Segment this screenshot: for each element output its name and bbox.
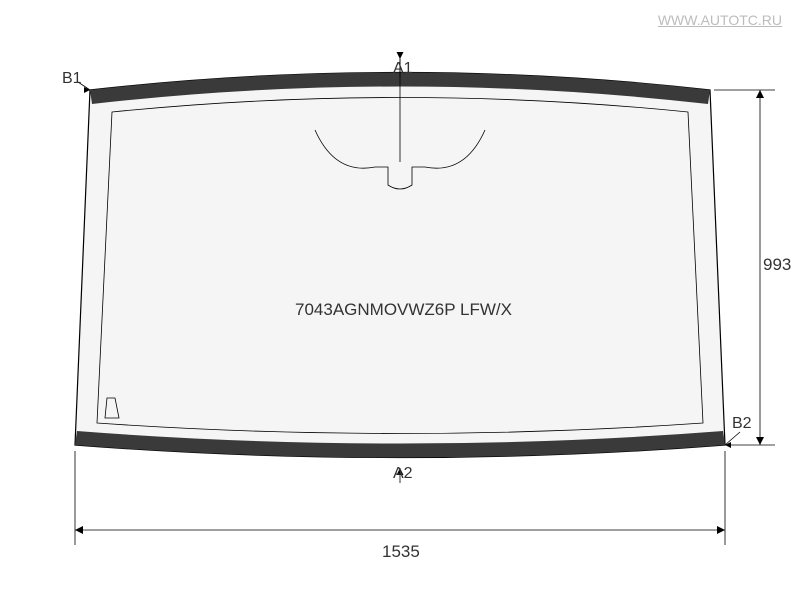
dim-width: 1535 [382, 542, 420, 562]
label-B1: B1 [62, 70, 82, 88]
dim-height: 993 [763, 255, 791, 275]
label-B2: B2 [732, 415, 752, 433]
label-A2: A2 [393, 465, 413, 483]
diagram-container: AutoTC AutoTC WWW.AUTOTC.RU A1 A2 B1 B2 … [0, 0, 800, 600]
label-A1: A1 [393, 60, 413, 78]
part-number: 7043AGNMOVWZ6P LFW/X [295, 300, 512, 320]
